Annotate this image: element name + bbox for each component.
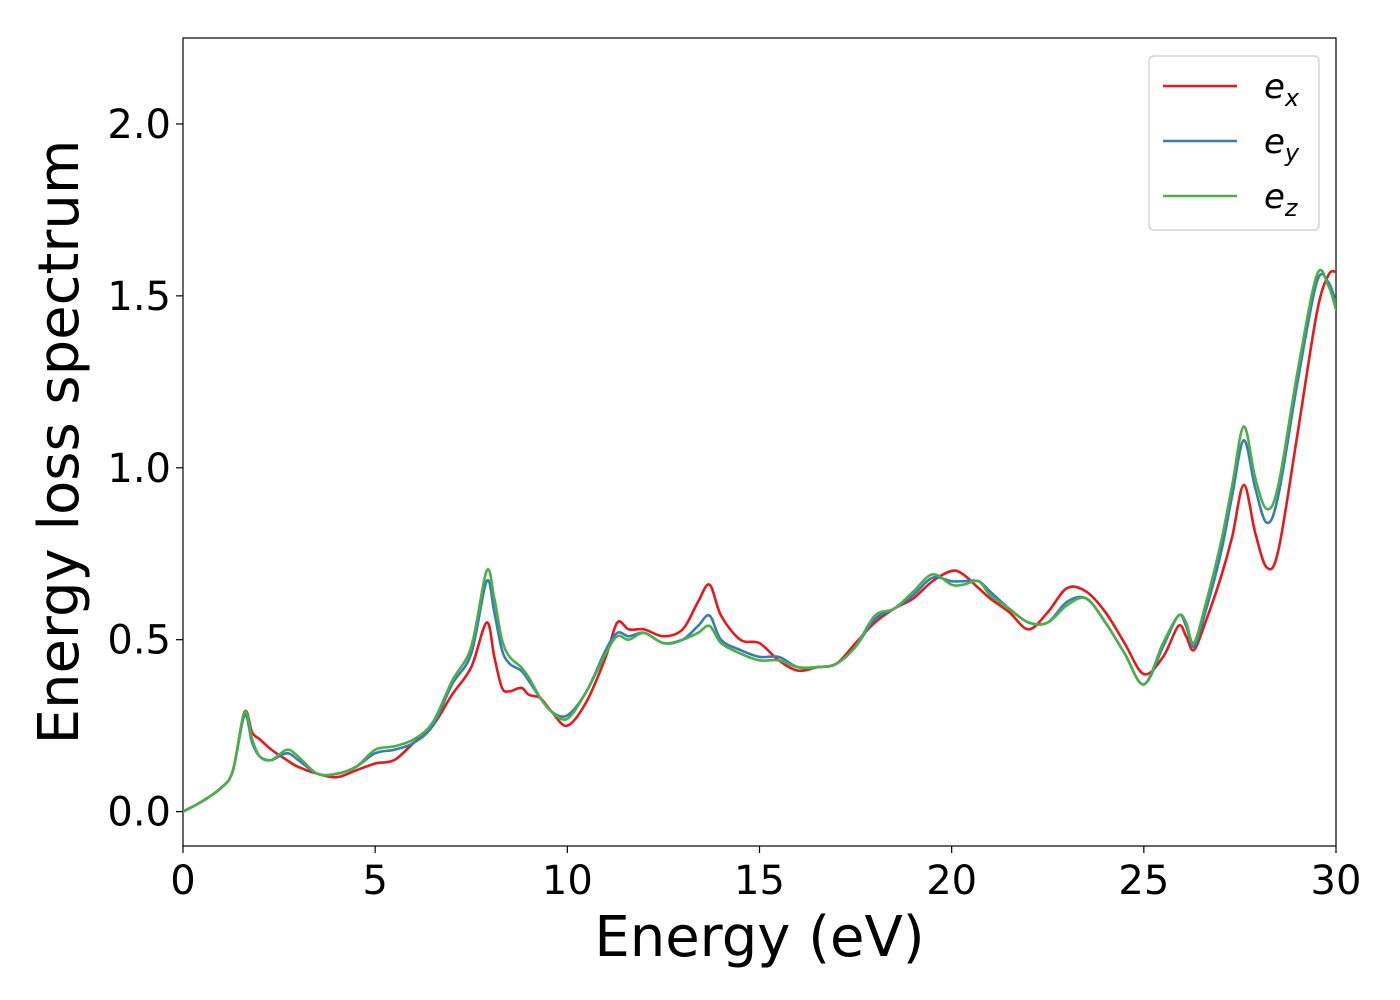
series-line-ex xyxy=(183,269,1336,813)
series-line-ez xyxy=(183,268,1336,813)
x-tick-label: 15 xyxy=(734,858,785,904)
y-tick-label: 0.0 xyxy=(107,790,171,836)
series-layer xyxy=(183,268,1336,813)
legend-label-ex: ex xyxy=(1264,67,1300,112)
y-axis-ticks: 0.0 0.5 1.0 1.5 2.0 xyxy=(107,102,183,836)
y-tick-label: 2.0 xyxy=(107,102,171,148)
x-tick-label: 10 xyxy=(542,858,593,904)
legend: ex ey ez xyxy=(1148,55,1320,231)
x-tick-label: 20 xyxy=(926,858,977,904)
y-tick-label: 1.0 xyxy=(107,446,171,492)
series-line-ey xyxy=(183,272,1336,813)
x-tick-label: 0 xyxy=(170,858,195,904)
x-tick-label: 30 xyxy=(1311,858,1362,904)
y-axis-label: Energy loss spectrum xyxy=(27,140,92,745)
x-tick-label: 5 xyxy=(362,858,387,904)
y-tick-label: 1.5 xyxy=(107,274,171,320)
x-axis-label: Energy (eV) xyxy=(594,905,924,970)
y-tick-label: 0.5 xyxy=(107,618,171,664)
legend-box xyxy=(1148,55,1320,231)
x-axis-ticks: 0 5 10 15 20 25 30 xyxy=(170,846,1361,904)
legend-label-ez: ez xyxy=(1264,177,1299,222)
x-tick-label: 25 xyxy=(1118,858,1169,904)
legend-label-ey: ey xyxy=(1264,122,1300,167)
